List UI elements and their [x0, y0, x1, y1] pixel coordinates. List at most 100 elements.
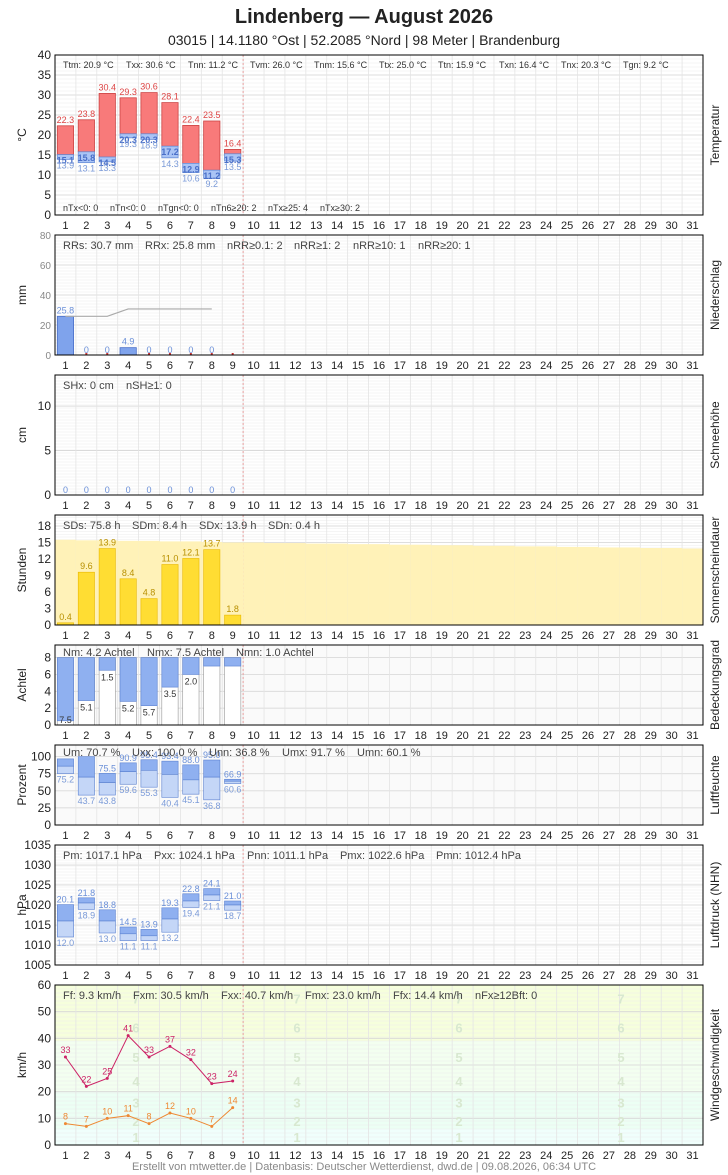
precip-label: 0 [147, 345, 152, 355]
x-tick-label: 4 [125, 970, 131, 982]
x-tick-label: 2 [83, 730, 89, 742]
sun-bar [140, 598, 158, 626]
y-axis-label: mm [15, 285, 29, 305]
x-tick-label: 16 [373, 970, 385, 982]
stat-text: Tnm: 15.6 °C [314, 60, 368, 70]
possible-sun-bar [619, 547, 641, 625]
y-tick-label: 20 [38, 128, 52, 142]
x-tick-label: 12 [289, 830, 301, 842]
x-tick-label: 10 [247, 220, 259, 232]
x-tick-label: 26 [582, 630, 594, 642]
x-tick-label: 12 [289, 1150, 301, 1162]
beaufort-number: 2 [455, 1114, 462, 1129]
x-tick-label: 28 [624, 500, 636, 512]
y-tick-label: 0 [44, 1138, 51, 1152]
x-tick-label: 19 [436, 630, 448, 642]
y-tick-label: 30 [38, 1058, 52, 1072]
x-tick-label: 17 [394, 730, 406, 742]
y-tick-label: 1015 [24, 918, 51, 932]
y-tick-label: 50 [38, 784, 52, 798]
x-tick-label: 7 [188, 970, 194, 982]
humidity-min-label: 43.7 [78, 796, 96, 806]
x-tick-label: 7 [188, 500, 194, 512]
sun-label: 12.1 [182, 547, 200, 557]
beaufort-number: 6 [293, 1021, 300, 1036]
tmean-label: 17.2 [161, 147, 179, 157]
x-tick-label: 27 [603, 970, 615, 982]
y-tick-label: 0 [44, 718, 51, 732]
x-tick-label: 22 [498, 360, 510, 372]
pressure-lower-bar [77, 902, 95, 910]
x-tick-label: 7 [188, 220, 194, 232]
y-tick-label: 8 [44, 651, 51, 665]
precip-bar [85, 353, 88, 355]
mean-wind-label: 7 [209, 1114, 214, 1124]
stat-text: nRR≥10: 1 [353, 240, 406, 252]
x-tick-label: 26 [582, 970, 594, 982]
tmin-bar [77, 151, 95, 164]
sun-bar [77, 571, 95, 626]
x-tick-label: 31 [686, 500, 698, 512]
x-tick-label: 3 [104, 970, 110, 982]
x-tick-label: 20 [456, 1150, 468, 1162]
x-tick-label: 27 [603, 1150, 615, 1162]
x-tick-label: 21 [477, 500, 489, 512]
y-tick-label: 6 [44, 667, 51, 681]
x-tick-label: 8 [209, 1150, 215, 1162]
tmin-bar [56, 154, 75, 160]
humidity-upper-bar [161, 760, 179, 775]
x-tick-label: 16 [373, 360, 385, 372]
tmin-label: 14.3 [161, 159, 179, 169]
y-tick-label: 18 [38, 519, 52, 533]
x-tick-label: 8 [209, 830, 215, 842]
x-tick-label: 31 [686, 220, 698, 232]
x-tick-label: 6 [167, 970, 173, 982]
humidity-min-label: 59.6 [119, 785, 137, 795]
precip-bar [119, 347, 137, 356]
footer-credit: Erstellt von mtwetter.de | Datenbasis: D… [131, 1161, 597, 1173]
x-tick-label: 24 [540, 970, 552, 982]
x-tick-label: 29 [645, 630, 657, 642]
x-tick-label: 10 [247, 970, 259, 982]
x-tick-label: 30 [666, 730, 678, 742]
tmean-label: 15.8 [78, 153, 96, 163]
x-tick-label: 8 [209, 730, 215, 742]
x-tick-label: 31 [686, 970, 698, 982]
y-tick-label: 40 [38, 1031, 52, 1045]
x-tick-label: 12 [289, 360, 301, 372]
gust-label: 41 [123, 1024, 133, 1034]
cloud-bar [203, 657, 221, 667]
tmin-bar [203, 169, 221, 179]
x-tick-label: 21 [477, 360, 489, 372]
tmin-label: 9.2 [206, 179, 219, 189]
x-tick-label: 24 [540, 730, 552, 742]
x-tick-label: 4 [125, 1150, 131, 1162]
tmax-label: 28.1 [161, 92, 179, 102]
x-tick-label: 20 [456, 730, 468, 742]
x-tick-label: 24 [540, 1150, 552, 1162]
tmin-bar [161, 145, 179, 159]
beaufort-number: 7 [455, 991, 462, 1006]
x-tick-label: 8 [209, 970, 215, 982]
x-tick-label: 26 [582, 830, 594, 842]
x-tick-label: 9 [230, 1150, 236, 1162]
x-tick-label: 15 [352, 500, 364, 512]
x-tick-label: 8 [209, 500, 215, 512]
x-tick-label: 4 [125, 730, 131, 742]
precip-bar [210, 353, 213, 355]
x-tick-label: 4 [125, 220, 131, 232]
x-tick-label: 2 [83, 830, 89, 842]
stat-text: nFx≥12Bft: 0 [475, 990, 537, 1002]
snow-label: 0 [126, 485, 131, 495]
snow-label: 0 [209, 485, 214, 495]
y-tick-label: 20 [40, 321, 52, 332]
y-axis-label: °C [15, 128, 29, 142]
tmax-bar [98, 93, 116, 158]
beaufort-number: 4 [617, 1074, 625, 1089]
x-tick-label: 27 [603, 220, 615, 232]
x-tick-label: 23 [519, 630, 531, 642]
gust-label: 23 [207, 1072, 217, 1082]
x-tick-label: 6 [167, 1150, 173, 1162]
x-tick-label: 22 [498, 970, 510, 982]
mean-wind-label: 10 [186, 1106, 196, 1116]
